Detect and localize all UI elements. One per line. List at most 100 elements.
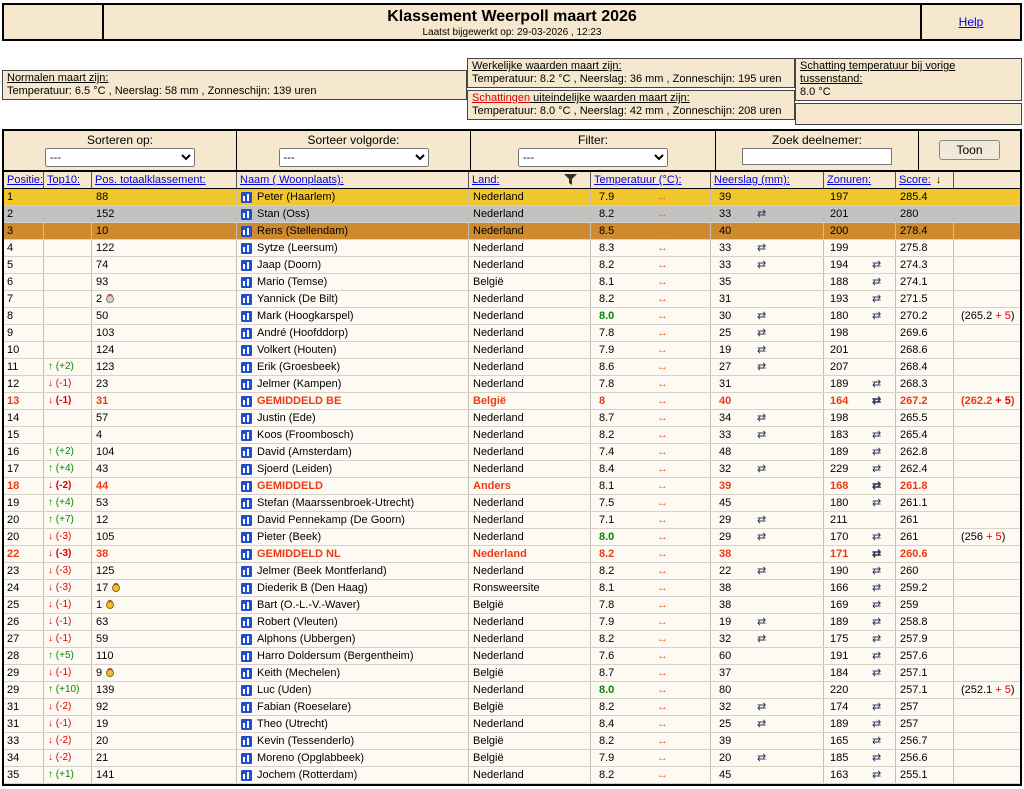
table-row: 3 10 Rens (Stellendam) Nederland 8.5 ↔ 40… <box>4 223 1020 240</box>
profile-chart-icon[interactable] <box>241 327 252 339</box>
profile-chart-icon[interactable] <box>241 769 252 781</box>
profile-chart-icon[interactable] <box>241 480 252 492</box>
profile-chart-icon[interactable] <box>241 225 252 237</box>
position-value: 18 <box>7 480 20 492</box>
profile-chart-icon[interactable] <box>241 548 252 560</box>
temperature-value: 8.2 <box>599 548 615 560</box>
profile-chart-icon[interactable] <box>241 735 252 747</box>
total-rank-value: 43 <box>96 463 109 475</box>
total-rank-value: 19 <box>96 718 109 730</box>
profile-chart-icon[interactable] <box>241 293 252 305</box>
profile-chart-icon[interactable] <box>241 378 252 390</box>
sunhours-value: 189 <box>830 378 849 390</box>
help-link[interactable]: Help <box>958 15 984 29</box>
no-change-icon: ↔ <box>657 497 668 509</box>
profile-chart-icon[interactable] <box>241 650 252 662</box>
rank-change: ↓ (-3) <box>48 565 72 576</box>
direction-change-icon: ⇄ <box>757 344 767 356</box>
temperature-value: 8.1 <box>599 276 615 288</box>
profile-chart-icon[interactable] <box>241 191 252 203</box>
position-value: 35 <box>7 769 20 781</box>
sunhours-value: 184 <box>830 667 849 679</box>
profile-chart-icon[interactable] <box>241 361 252 373</box>
down-arrow-icon: ↓ <box>48 395 53 406</box>
score-value: 258.8 <box>900 616 928 628</box>
temperature-value: 7.9 <box>599 344 615 356</box>
sunhours-value: 200 <box>830 225 849 237</box>
profile-chart-icon[interactable] <box>241 599 252 611</box>
direction-change-icon: ⇄ <box>872 276 882 288</box>
profile-chart-icon[interactable] <box>241 633 252 645</box>
position-value: 23 <box>7 565 20 577</box>
profile-chart-icon[interactable] <box>241 582 252 594</box>
no-change-icon: ↔ <box>657 548 668 560</box>
score-value: 268.6 <box>900 344 928 356</box>
country-value: Nederland <box>473 429 524 441</box>
no-change-icon: ↔ <box>657 259 668 271</box>
table-row: 23 ↓ (-3) 125 Jelmer (Beek Montferland) … <box>4 563 1020 580</box>
total-rank-value: 59 <box>96 633 109 645</box>
sunhours-value: 180 <box>830 310 849 322</box>
score-value: 261 <box>900 531 919 543</box>
total-rank-value: 122 <box>96 242 115 254</box>
toon-button[interactable]: Toon <box>939 140 1000 160</box>
table-row: 7 2 Yannick (De Bilt) Nederland 8.2 ↔ 31 … <box>4 291 1020 308</box>
profile-chart-icon[interactable] <box>241 412 252 424</box>
profile-chart-icon[interactable] <box>241 718 252 730</box>
estimate-values-box: Schattingen uiteindelijke waarden maart … <box>467 90 795 120</box>
profile-chart-icon[interactable] <box>241 514 252 526</box>
profile-chart-icon[interactable] <box>241 259 252 271</box>
estimate-label-rest: uiteindelijke waarden maart zijn: <box>530 92 690 104</box>
order-select[interactable]: --- <box>278 148 429 167</box>
profile-chart-icon[interactable] <box>241 752 252 764</box>
direction-change-icon: ⇄ <box>757 327 767 339</box>
no-change-icon: ↔ <box>657 327 668 339</box>
profile-chart-icon[interactable] <box>241 497 252 509</box>
no-change-icon: ↔ <box>657 769 668 781</box>
profile-chart-icon[interactable] <box>241 463 252 475</box>
profile-chart-icon[interactable] <box>241 616 252 628</box>
up-arrow-icon: ↑ <box>48 650 53 661</box>
profile-chart-icon[interactable] <box>241 446 252 458</box>
schattingen-link[interactable]: Schattingen <box>472 92 531 104</box>
profile-chart-icon[interactable] <box>241 531 252 543</box>
profile-chart-icon[interactable] <box>241 208 252 220</box>
profile-chart-icon[interactable] <box>241 344 252 356</box>
filter-select[interactable]: --- <box>518 148 668 167</box>
profile-chart-icon[interactable] <box>241 395 252 407</box>
precipitation-value: 40 <box>719 395 732 407</box>
table-row: 31 ↓ (-2) 92 Fabian (Roeselare) België 8… <box>4 699 1020 716</box>
direction-change-icon: ⇄ <box>872 446 882 458</box>
previous-estimate-label: Schatting temperatuur bij vorige tussens… <box>800 60 956 85</box>
profile-chart-icon[interactable] <box>241 701 252 713</box>
profile-chart-icon[interactable] <box>241 667 252 679</box>
table-row: 29 ↓ (-1) 9 Keith (Mechelen) België 8.7 ↔… <box>4 665 1020 682</box>
precipitation-value: 39 <box>719 480 732 492</box>
country-value: België <box>473 599 504 611</box>
profile-chart-icon[interactable] <box>241 429 252 441</box>
down-arrow-icon: ↓ <box>48 735 53 746</box>
score-value: 261.8 <box>900 480 928 492</box>
precipitation-value: 19 <box>719 344 732 356</box>
score-value: 280 <box>900 208 919 220</box>
down-arrow-icon: ↓ <box>48 599 53 610</box>
position-value: 31 <box>7 701 20 713</box>
precipitation-value: 34 <box>719 412 732 424</box>
profile-chart-icon[interactable] <box>241 310 252 322</box>
precipitation-value: 32 <box>719 633 732 645</box>
position-value: 10 <box>7 344 20 356</box>
precipitation-value: 30 <box>719 310 732 322</box>
profile-chart-icon[interactable] <box>241 565 252 577</box>
search-input[interactable] <box>742 148 892 165</box>
down-arrow-icon: ↓ <box>48 548 53 559</box>
profile-chart-icon[interactable] <box>241 276 252 288</box>
total-rank-value: 63 <box>96 616 109 628</box>
filter-funnel-icon[interactable] <box>564 174 577 186</box>
sort-select[interactable]: --- <box>45 148 195 167</box>
profile-chart-icon[interactable] <box>241 684 252 696</box>
normals-values: Temperatuur: 6.5 °C , Neerslag: 58 mm , … <box>7 85 317 97</box>
country-value: Nederland <box>473 361 524 373</box>
profile-chart-icon[interactable] <box>241 242 252 254</box>
participant-name: GEMIDDELD NL <box>257 548 341 560</box>
direction-change-icon: ⇄ <box>872 769 882 781</box>
